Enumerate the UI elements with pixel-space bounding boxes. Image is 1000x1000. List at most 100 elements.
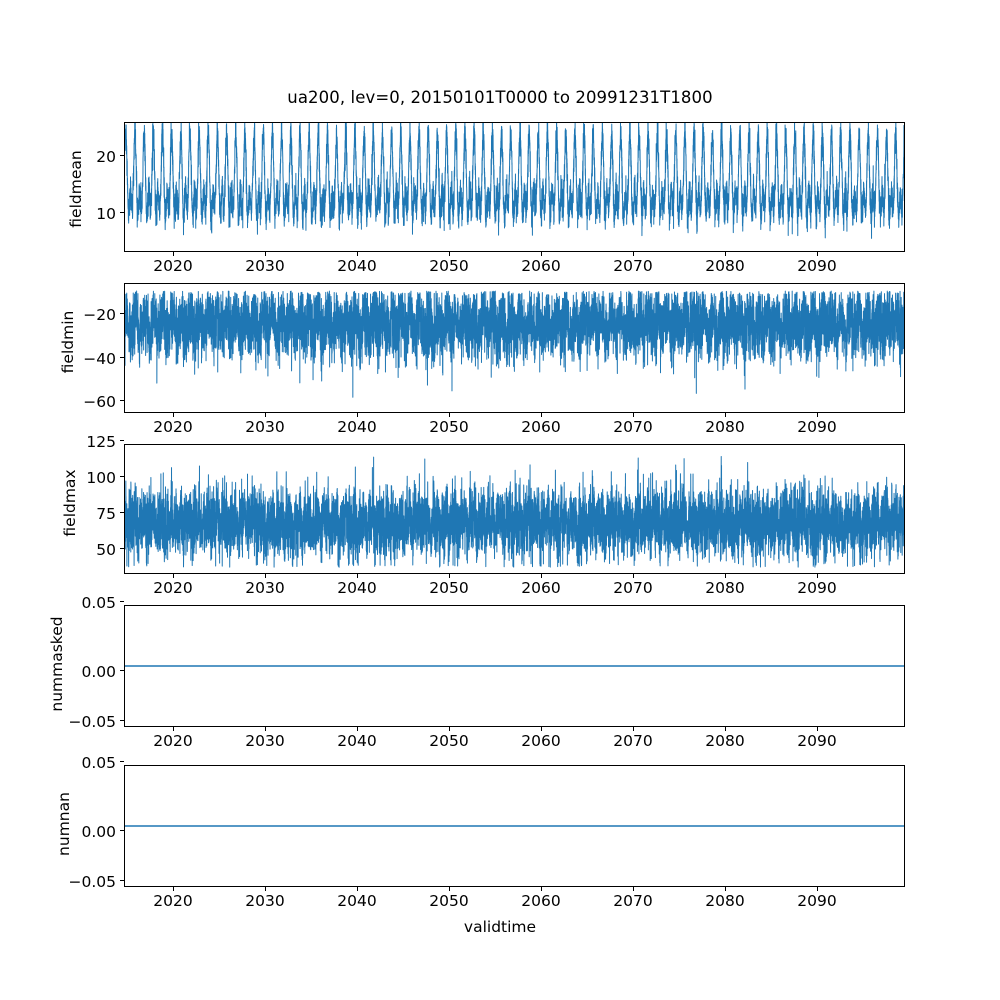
x-tick-label-2090: 2090 (797, 579, 837, 597)
x-tick-label-2040: 2040 (337, 579, 377, 597)
x-tick-mark (265, 887, 267, 891)
x-tick-mark (541, 574, 543, 578)
x-tick-label-2040: 2040 (337, 418, 377, 436)
x-tick-label-2030: 2030 (245, 257, 285, 275)
y-axis-label-fieldmean: fieldmean (67, 150, 85, 228)
x-tick-label-2070: 2070 (613, 257, 653, 275)
y-tick-label-numnan-neg005: −0.05 (68, 873, 117, 891)
y-tick-mark (120, 512, 124, 514)
x-tick-label-2060: 2060 (521, 579, 561, 597)
y-tick-mark (120, 212, 124, 214)
x-tick-label-2030: 2030 (245, 732, 285, 750)
x-tick-mark (265, 252, 267, 256)
y-tick-mark (120, 720, 124, 722)
x-tick-mark (357, 727, 359, 731)
x-tick-label-2080: 2080 (705, 892, 745, 910)
x-tick-mark (449, 727, 451, 731)
x-tick-mark (817, 413, 819, 417)
series-line-fieldmax (125, 456, 904, 568)
panel-numnan (124, 765, 905, 887)
x-tick-mark (633, 727, 635, 731)
y-tick-label-fieldmax-75: 75 (96, 505, 116, 523)
x-tick-mark (449, 574, 451, 578)
x-tick-mark (725, 574, 727, 578)
x-tick-mark (173, 413, 175, 417)
x-tick-label-2020: 2020 (153, 418, 193, 436)
y-tick-label-nummasked-005: 0.05 (81, 594, 116, 612)
y-tick-mark (120, 880, 124, 882)
y-tick-label-fieldmin-neg60: −60 (83, 393, 116, 411)
x-tick-mark (449, 252, 451, 256)
y-tick-mark (120, 670, 124, 672)
y-tick-mark (120, 155, 124, 157)
x-tick-mark (817, 252, 819, 256)
x-tick-mark (265, 727, 267, 731)
x-tick-label-2070: 2070 (613, 732, 653, 750)
y-tick-label-fieldmin-neg40: −40 (83, 350, 116, 368)
x-tick-label-2060: 2060 (521, 732, 561, 750)
x-tick-label-2030: 2030 (245, 579, 285, 597)
x-axis-label: validtime (463, 918, 537, 936)
x-tick-mark (817, 727, 819, 731)
x-tick-mark (357, 252, 359, 256)
x-tick-mark (449, 887, 451, 891)
y-tick-label-nummasked-neg005: −0.05 (68, 713, 117, 731)
x-tick-mark (357, 413, 359, 417)
x-tick-mark (173, 252, 175, 256)
y-tick-mark (120, 761, 124, 763)
x-tick-mark (541, 413, 543, 417)
y-tick-mark (120, 548, 124, 550)
y-tick-label-numnan-000: 0.00 (81, 823, 116, 841)
x-tick-label-2040: 2040 (337, 732, 377, 750)
x-tick-mark (173, 887, 175, 891)
x-tick-mark (725, 727, 727, 731)
x-tick-mark (725, 413, 727, 417)
y-tick-label-fieldmean-10: 10 (96, 205, 116, 223)
x-tick-label-2070: 2070 (613, 418, 653, 436)
x-tick-mark (541, 252, 543, 256)
x-tick-mark (817, 574, 819, 578)
y-tick-mark (120, 601, 124, 603)
x-tick-label-2080: 2080 (705, 579, 745, 597)
x-tick-label-2040: 2040 (337, 257, 377, 275)
x-tick-label-2070: 2070 (613, 892, 653, 910)
x-tick-label-2050: 2050 (429, 418, 469, 436)
x-tick-label-2050: 2050 (429, 257, 469, 275)
x-tick-label-2060: 2060 (521, 257, 561, 275)
x-tick-mark (265, 574, 267, 578)
y-tick-label-fieldmean-20: 20 (96, 148, 116, 166)
x-tick-label-2090: 2090 (797, 418, 837, 436)
x-tick-label-2080: 2080 (705, 257, 745, 275)
x-tick-label-2020: 2020 (153, 257, 193, 275)
y-tick-label-numnan-005: 0.05 (81, 754, 116, 772)
x-tick-mark (173, 727, 175, 731)
panel-nummasked (124, 605, 905, 727)
x-tick-label-2080: 2080 (705, 418, 745, 436)
x-tick-mark (633, 887, 635, 891)
x-tick-mark (357, 887, 359, 891)
x-tick-mark (633, 413, 635, 417)
y-tick-mark (120, 313, 124, 315)
x-tick-label-2060: 2060 (521, 892, 561, 910)
x-tick-label-2020: 2020 (153, 892, 193, 910)
x-tick-label-2050: 2050 (429, 892, 469, 910)
y-tick-mark (120, 476, 124, 478)
x-tick-label-2050: 2050 (429, 732, 469, 750)
x-tick-mark (725, 252, 727, 256)
x-tick-label-2070: 2070 (613, 579, 653, 597)
panel-fieldmean (124, 122, 905, 252)
x-tick-mark (633, 252, 635, 256)
x-tick-label-2090: 2090 (797, 732, 837, 750)
x-tick-label-2080: 2080 (705, 732, 745, 750)
x-tick-mark (633, 574, 635, 578)
y-tick-label-fieldmax-100: 100 (86, 469, 116, 487)
y-tick-label-fieldmin-neg20: −20 (83, 306, 116, 324)
x-tick-label-2050: 2050 (429, 579, 469, 597)
y-tick-label-nummasked-000: 0.00 (81, 663, 116, 681)
x-tick-label-2090: 2090 (797, 892, 837, 910)
x-tick-label-2030: 2030 (245, 892, 285, 910)
y-tick-label-fieldmax-125: 125 (86, 433, 116, 451)
series-line-fieldmin (125, 290, 904, 398)
x-tick-label-2030: 2030 (245, 418, 285, 436)
